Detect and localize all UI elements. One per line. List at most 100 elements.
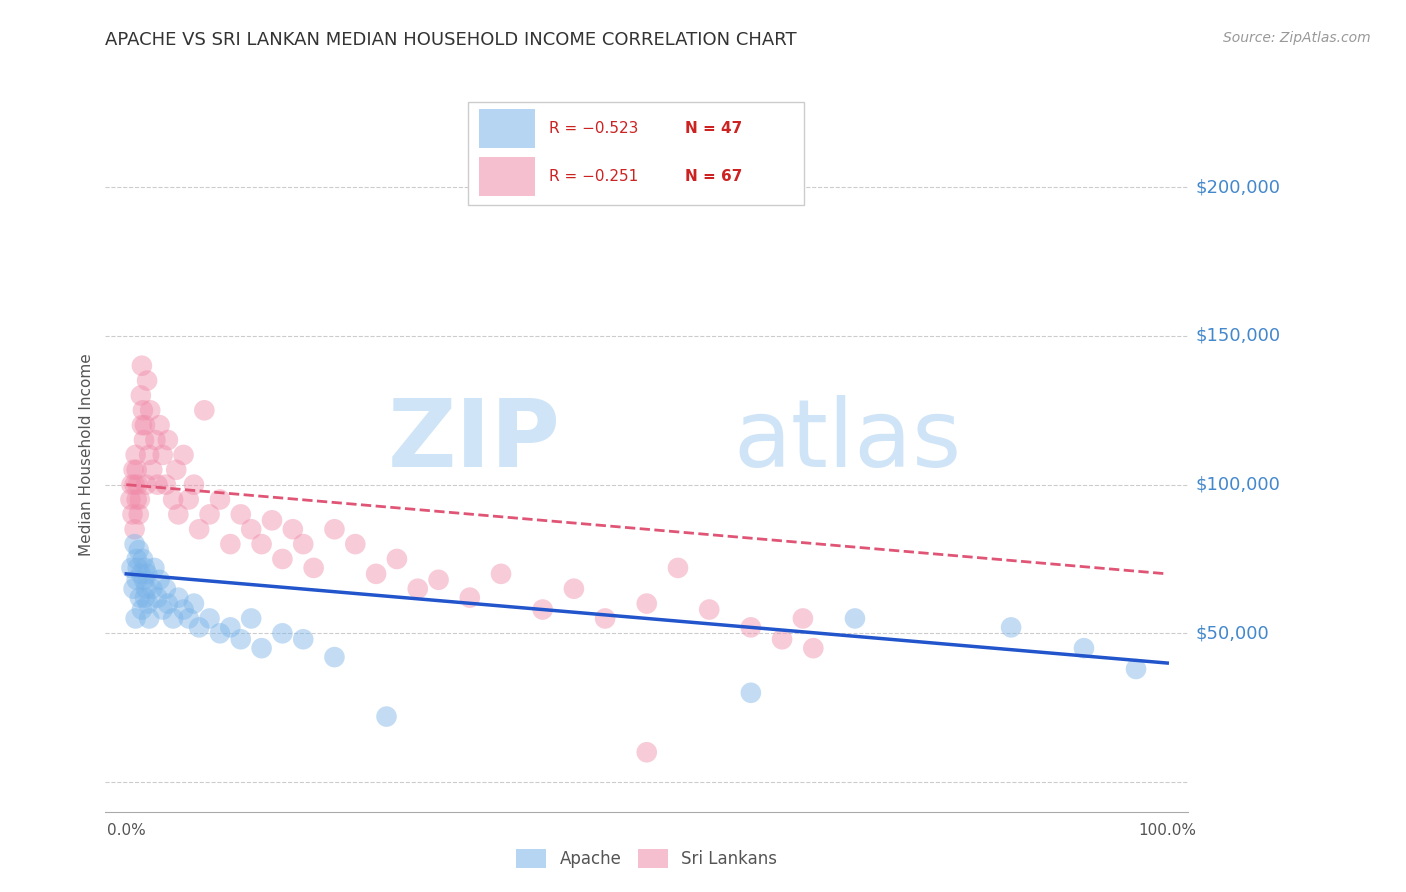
Point	[132, 403, 155, 417]
Point	[165, 463, 187, 477]
Point	[162, 492, 184, 507]
Point	[122, 582, 145, 596]
Legend: Apache, Sri Lankans: Apache, Sri Lankans	[509, 842, 785, 875]
FancyBboxPatch shape	[479, 109, 536, 148]
Point	[385, 552, 408, 566]
Text: atlas: atlas	[734, 394, 962, 487]
Point	[770, 632, 793, 647]
Point	[149, 418, 172, 433]
Point	[219, 537, 242, 551]
Point	[250, 537, 273, 551]
Point	[141, 463, 163, 477]
Point	[281, 522, 304, 536]
Text: APACHE VS SRI LANKAN MEDIAN HOUSEHOLD INCOME CORRELATION CHART: APACHE VS SRI LANKAN MEDIAN HOUSEHOLD IN…	[105, 31, 797, 49]
Point	[1073, 641, 1095, 656]
Point	[636, 597, 658, 611]
Point	[1125, 662, 1147, 676]
Point	[364, 566, 387, 581]
Point	[128, 543, 150, 558]
Point	[134, 418, 156, 433]
FancyBboxPatch shape	[479, 157, 536, 196]
Point	[143, 561, 166, 575]
Point	[131, 359, 153, 373]
Point	[135, 477, 157, 491]
Text: R = −0.251: R = −0.251	[550, 169, 638, 184]
Text: Source: ZipAtlas.com: Source: ZipAtlas.com	[1223, 31, 1371, 45]
Point	[792, 611, 814, 625]
Point	[121, 561, 143, 575]
Y-axis label: Median Household Income: Median Household Income	[79, 353, 94, 557]
Point	[458, 591, 481, 605]
Point	[167, 508, 190, 522]
Point	[323, 522, 346, 536]
Point	[124, 537, 146, 551]
Point	[136, 566, 159, 581]
Point	[121, 508, 143, 522]
Text: ZIP: ZIP	[387, 394, 560, 487]
Point	[188, 522, 211, 536]
Point	[124, 477, 146, 491]
Point	[122, 463, 145, 477]
Point	[132, 433, 155, 447]
Point	[136, 597, 159, 611]
Point	[124, 448, 146, 462]
Point	[173, 602, 195, 616]
Point	[139, 403, 162, 417]
Point	[219, 620, 242, 634]
Point	[260, 513, 283, 527]
Text: $50,000: $50,000	[1195, 624, 1268, 642]
Point	[193, 403, 215, 417]
Point	[127, 561, 149, 575]
Point	[229, 632, 252, 647]
Point	[156, 597, 179, 611]
Point	[271, 552, 294, 566]
Point	[132, 552, 155, 566]
Point	[128, 492, 150, 507]
Point	[127, 477, 149, 491]
Point	[125, 552, 148, 566]
Point	[801, 641, 824, 656]
Point	[129, 566, 152, 581]
Point	[292, 632, 315, 647]
Point	[271, 626, 294, 640]
Point	[162, 611, 184, 625]
Point	[697, 602, 720, 616]
Text: $200,000: $200,000	[1195, 178, 1279, 196]
Point	[229, 508, 252, 522]
Point	[121, 477, 143, 491]
Text: $150,000: $150,000	[1195, 327, 1281, 345]
Point	[134, 591, 156, 605]
Point	[302, 561, 325, 575]
Point	[125, 492, 148, 507]
Point	[531, 602, 554, 616]
Point	[128, 508, 150, 522]
Point	[136, 374, 159, 388]
Point	[152, 448, 174, 462]
Point	[156, 433, 179, 447]
Point	[844, 611, 866, 625]
Point	[138, 611, 160, 625]
FancyBboxPatch shape	[468, 102, 804, 205]
Point	[593, 611, 616, 625]
Point	[125, 463, 148, 477]
Point	[562, 582, 585, 596]
Point	[406, 582, 429, 596]
Point	[173, 448, 195, 462]
Text: R = −0.523: R = −0.523	[550, 121, 638, 136]
Point	[152, 602, 174, 616]
Text: $100,000: $100,000	[1195, 475, 1279, 493]
Point	[128, 591, 150, 605]
Point	[134, 561, 156, 575]
Point	[188, 620, 211, 634]
Point	[198, 508, 221, 522]
Point	[120, 492, 142, 507]
Point	[344, 537, 367, 551]
Point	[125, 573, 148, 587]
Point	[740, 620, 762, 634]
Point	[489, 566, 512, 581]
Point	[131, 418, 153, 433]
Point	[135, 582, 157, 596]
Point	[141, 582, 163, 596]
Text: N = 47: N = 47	[685, 121, 742, 136]
Text: N = 67: N = 67	[685, 169, 742, 184]
